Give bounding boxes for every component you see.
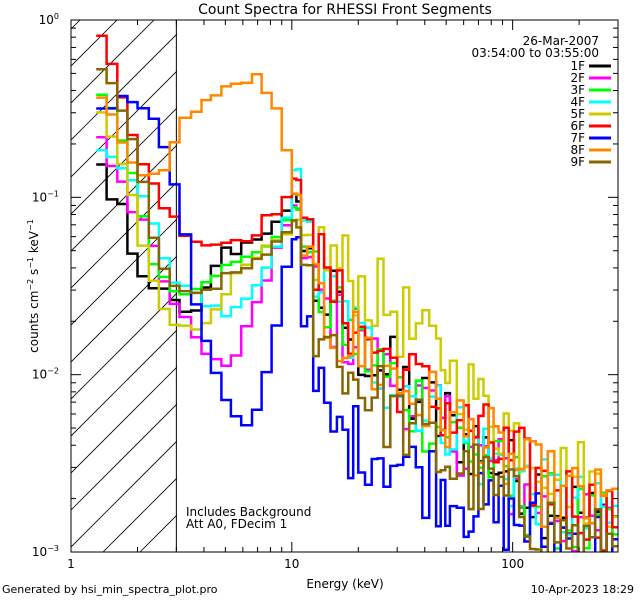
legend-label-9f: 9F [570,155,585,169]
footer-timestamp: 10-Apr-2023 18:29 [530,583,634,596]
y-axis-label: counts cm−2 s−1 keV−1 [26,219,41,353]
annotation-attenuator: Att A0, FDecim 1 [186,517,287,531]
x-tick-label: 100 [501,557,524,571]
x-axis: 1 10 100 [67,20,619,571]
y-tick-label: 10−2 [32,367,59,382]
legend-label-2f: 2F [570,71,585,85]
observation-time-range: 03:54:00 to 03:55:00 [472,46,599,60]
chart-title: Count Spectra for RHESSI Front Segments [198,2,492,18]
y-axis: 10−3 10−2 10−1 100 [32,12,618,559]
plot-frame [70,19,619,553]
legend-label-1f: 1F [570,59,585,73]
y-tick-label: 10−3 [32,544,59,559]
series-line-9f [96,67,618,552]
legend-label-7f: 7F [570,131,585,145]
annotation-background: Includes Background [186,505,311,519]
excluded-energy-region [71,20,177,552]
series-lines [96,34,618,552]
observation-date: 26-Mar-2007 [523,34,599,48]
x-tick-label: 10 [284,557,299,571]
series-line-8f [96,73,618,529]
legend-label-4f: 4F [570,95,585,109]
y-tick-label: 100 [39,12,59,27]
legend-label-6f: 6F [570,119,585,133]
x-tick-label: 1 [67,557,75,571]
legend-label-5f: 5F [570,107,585,121]
legend-label-8f: 8F [570,143,585,157]
legend-label-3f: 3F [570,83,585,97]
x-axis-label: Energy (keV) [306,577,383,591]
footer-generated-by: Generated by hsi_min_spectra_plot.pro [2,583,218,596]
y-tick-label: 10−1 [32,189,59,204]
